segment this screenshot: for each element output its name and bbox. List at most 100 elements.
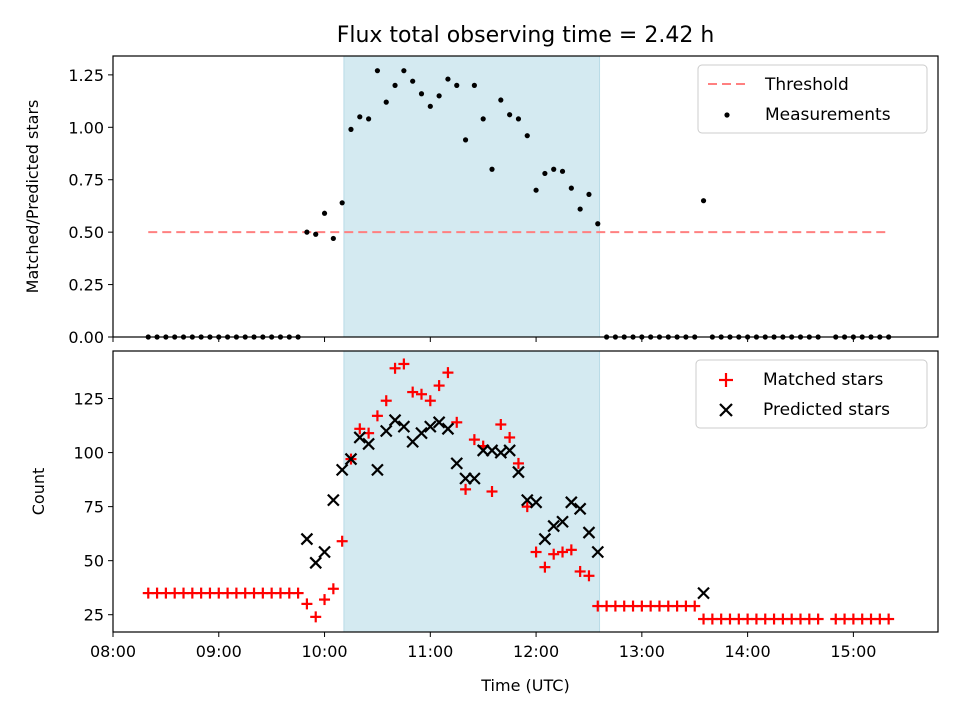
matched-star-point [812,613,824,625]
measurements-legend-swatch [724,112,730,118]
top-y-tick-label: 0.00 [68,328,104,347]
predicted-star-point [353,431,367,444]
matched-star-point [574,565,586,577]
predicted-star-point [309,556,323,570]
top-y-ticks: 0.00 0.25 0.50 0.75 1.00 1.25 [68,66,113,347]
matched-star-point [486,486,498,497]
chart-title: Flux total observing time = 2.42 h [337,23,715,48]
measurement-point [515,116,522,122]
matched-star-point [557,546,569,558]
top-subplot: 0.00 0.25 0.50 0.75 1.00 1.25 Flux total obse… [23,23,939,347]
top-y-tick-label: 0.25 [68,276,104,295]
matched-star-point [327,583,339,595]
matched-stars-legend-label: Matched stars [763,370,883,390]
matched-star-point [689,600,701,612]
predicted-star-point [424,420,437,433]
measurement-point [454,82,460,88]
measurement-point [586,191,592,198]
measurement-point [480,116,486,122]
top-legend-box [697,64,928,134]
measurement-point [568,185,574,191]
matched-star-point [301,598,313,610]
bottom-legend: Matched stars Predicted stars [695,359,928,429]
x-tick-label: 15:00 [830,642,876,661]
measurement-point [507,112,513,118]
matched-star-point [468,434,480,446]
predicted-star-point [335,463,349,477]
matched-star-point [442,367,454,379]
top-observation-window [343,55,601,338]
x-tick-label: 10:00 [301,642,347,661]
x-tick-label: 11:00 [407,642,453,661]
matched-star-point [371,410,383,422]
bottom-y-ticks: 25 50 75 100 125 [73,390,113,625]
predicted-star-point [441,422,455,436]
predicted-stars-legend-swatch [719,403,733,417]
measurement-point [418,91,425,97]
predicted-star-point [468,472,481,485]
measurement-point [410,78,416,84]
matched-stars-legend-swatch [719,373,733,387]
predicted-star-point [591,545,605,559]
matched-stars-series [142,358,895,625]
matched-star-point [415,388,427,400]
predicted-star-point [432,416,446,429]
threshold-legend-label: Threshold [764,75,849,95]
predicted-star-point [582,526,596,539]
top-legend: Threshold Measurements [697,64,928,134]
matched-star-point [380,395,392,407]
predicted-star-point [573,502,587,516]
matched-star-point [407,386,419,398]
bottom-y-tick-label: 25 [84,606,104,625]
measurement-point [436,93,442,99]
matched-star-point [319,594,331,606]
measurement-point [471,82,477,88]
predicted-star-point [450,457,464,470]
matched-star-point [389,362,401,374]
matched-star-point [433,380,445,392]
bottom-legend-box [695,359,928,429]
matched-star-point [504,431,516,443]
matched-star-point [548,548,560,560]
measurement-point [357,114,363,120]
predicted-star-point [344,452,358,466]
measurement-point [321,210,328,216]
x-tick-label: 13:00 [619,642,665,661]
measurement-point [427,103,433,109]
predicted-star-point [547,519,560,533]
bottom-y-tick-label: 50 [84,552,104,571]
predicted-stars-legend-label: Predicted stars [763,400,890,420]
measurement-point [498,97,504,103]
matched-star-point [292,587,304,599]
bottom-axes-frame [112,350,939,633]
measurement-point [366,116,372,122]
measurement-point [445,76,451,82]
top-y-tick-label: 1.00 [68,118,104,137]
predicted-star-point [529,496,543,509]
predicted-star-point [512,465,525,479]
matched-star-point [495,418,507,430]
matched-star-point [565,544,577,556]
predicted-star-point [318,545,331,559]
measurement-point [383,99,389,105]
measurement-point [700,198,707,204]
measurement-point [559,168,566,174]
predicted-star-point [556,515,569,529]
bottom-x-ticks: 08:00 09:00 10:00 11:00 12:00 13:00 14:00 15:00 [90,632,876,661]
measurement-point [595,221,601,227]
bottom-y-tick-label: 100 [73,444,104,463]
predicted-star-point [327,493,340,507]
predicted-star-point [362,437,375,451]
x-axis-label: Time (UTC) [480,676,569,695]
x-tick-label: 08:00 [90,642,136,661]
matched-star-point [539,561,551,573]
matched-star-point [583,570,595,582]
measurement-point [313,231,319,237]
predicted-star-point [503,444,516,457]
matched-star-point [451,416,463,428]
predicted-star-point [415,426,428,440]
measurements-legend-label: Measurements [765,105,891,125]
predicted-star-point [300,532,314,546]
measurement-point [330,235,336,242]
